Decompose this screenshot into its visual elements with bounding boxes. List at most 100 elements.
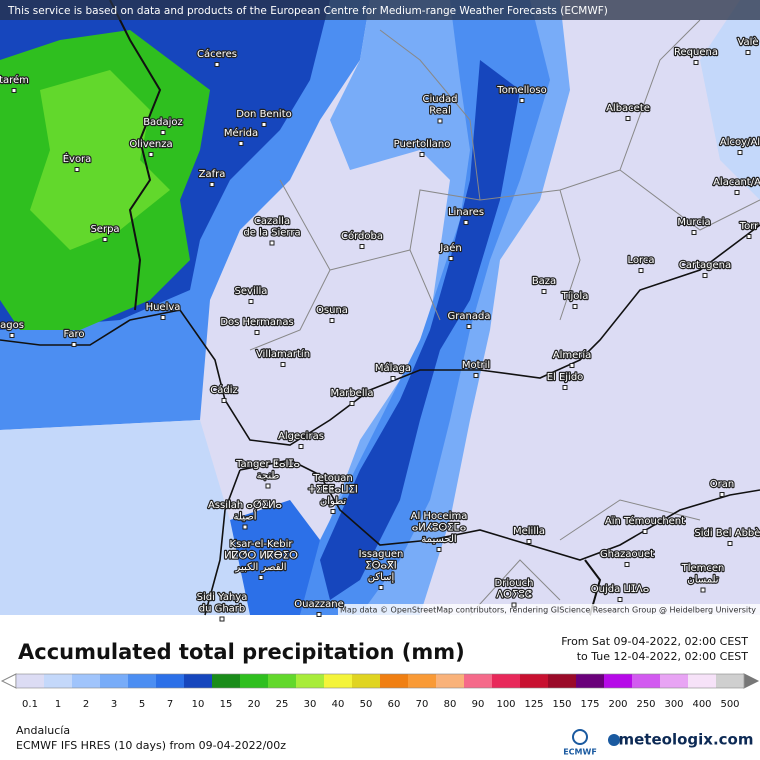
legend-swatch [660,674,689,688]
city-dot [693,60,699,65]
city-label: Tomelloso [496,85,546,96]
city-label: Motril [462,360,490,371]
city-label: Alcoy/Al [720,137,760,148]
city-label: تطوان [320,496,346,507]
city-label: Linares [448,207,484,218]
city-dot [466,324,472,329]
city-dot [737,150,743,155]
city-label: Alacant/A [713,177,760,188]
legend-label: 0.1 [22,699,38,710]
city-dot [437,118,443,124]
city-label: تلمسان [687,575,718,586]
city-label: de la Sierra [243,228,300,239]
attribution-bg [338,604,760,615]
legend-label: 25 [276,699,289,710]
city-label: Sidi Bel Abbès [694,527,760,539]
legend-swatch [212,674,241,688]
legend-label: 60 [388,699,401,710]
city-label: الحسيمة [421,534,456,545]
ecmwf-logo: ECMWF [563,748,597,757]
city-label: Algeciras [278,431,324,442]
city-label: ⵜⵉⵟⵟⴰⵡⵉⵏ [308,485,358,496]
city-label: Zafra [199,169,226,180]
legend-swatch [688,674,717,688]
city-dot [572,304,578,309]
city-label: Serpa [90,224,119,235]
legend-swatch [436,674,465,688]
city-label: Ksar-el-Kebir [230,539,294,550]
legend-swatch [72,674,101,688]
city-labels: Cáceres Requena Valè tarém Don Benito Mérida B… [0,35,760,622]
city-label: ⴰⵍⵃⵓⵙⵉⵎⴰ [412,523,466,534]
legend-swatch [492,674,521,688]
legend-swatch [16,674,45,688]
city-dot [511,602,517,608]
city-dot [9,333,15,338]
city-label: Real [429,106,451,117]
city-dot [160,315,166,320]
city-label: Puertollano [394,139,451,150]
city-label: Lorca [627,255,654,266]
city-label: Córdoba [341,230,383,242]
legend-label: 15 [220,699,233,710]
city-dot [71,342,77,347]
city-label: Murcia [677,217,710,228]
legend-swatch [296,674,325,688]
city-label: Marbella [330,388,373,399]
attribution: Map data © OpenStreetMap contributors, r… [340,606,756,615]
legend-label: 250 [636,699,655,710]
region: Andalucía [16,724,70,737]
city-dot [349,401,355,406]
city-dot [727,541,733,546]
precip-area [320,60,520,600]
city-label: Cartagena [679,260,731,271]
legend-swatch [324,674,353,688]
legend-label: 30 [304,699,317,710]
city-label: Málaga [375,362,411,374]
legend-swatch [408,674,437,688]
city-dot [329,318,335,323]
site-logo-mark [608,734,620,746]
city-label: Don Benito [236,109,292,120]
city-dot [691,230,697,235]
city-dot [617,597,623,602]
legend-label: 50 [360,699,373,710]
city-dot [419,152,425,157]
legend-label: 150 [552,699,571,710]
period-to: to Tue 12-04-2022, 02:00 CEST [577,650,749,663]
city-label: Tanger ⵟⴰⵏⵊⴰ [235,459,300,470]
city-dot [238,141,244,146]
city-label: ⴷⵔⵢⵓⵛ [496,590,531,601]
city-label: ⵉⵙⴰⴳⵏ [365,561,396,572]
legend-label: 90 [472,699,485,710]
legend-label: 40 [332,699,345,710]
legend-label: 125 [524,699,543,710]
city-dot [562,385,568,390]
city-dot [261,122,267,127]
city-label: Cádiz [210,384,238,396]
city-label: Al Hoceima [411,511,468,522]
city-dot [316,612,322,617]
city-label: Torr [739,221,759,232]
period-from: From Sat 09-04-2022, 02:00 CEST [561,635,748,648]
city-label: Oujda ⵡⵊⴷⴰ [591,584,650,595]
legend-label: 3 [111,699,117,710]
city-dot [219,616,225,622]
city-label: agos [0,320,24,331]
city-label: El Ejido [547,372,584,383]
city-dot [526,539,532,544]
city-label: du Gharb [199,604,246,615]
city-dot [11,88,17,93]
city-dot [269,240,275,246]
city-dot [569,363,575,368]
legend-label: 500 [720,699,739,710]
city-label: Osuna [316,305,348,316]
city-dot [624,562,630,567]
city-dot [298,444,304,449]
legend-swatch [464,674,493,688]
legend-label: 80 [444,699,457,710]
legend-label: 2 [83,699,89,710]
city-label: tarém [0,74,29,86]
legend-swatch [380,674,409,688]
city-label: Villamartín [256,348,310,360]
